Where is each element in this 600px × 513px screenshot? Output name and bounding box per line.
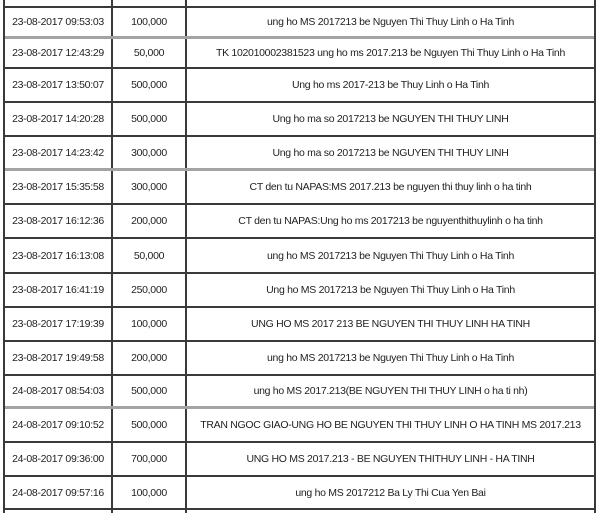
transaction-row: 23-08-2017 16:41:19 250,000 Ung ho MS 20… [5, 274, 594, 308]
transaction-description: Ung ho MS 2017213 be Nguyen Thi Thuy Lin… [266, 284, 515, 296]
transaction-amount: 100,000 [113, 477, 187, 508]
transactions-list: 23-08-2017 09:53:03 100,000 ung ho MS 20… [5, 8, 594, 510]
transaction-datetime: 23-08-2017 14:23:42 [5, 137, 113, 168]
transaction-row: 24-08-2017 09:10:52 500,000 TRAN NGOC GI… [5, 409, 594, 443]
transaction-datetime: 23-08-2017 12:43:29 [5, 39, 113, 67]
transaction-description: ung ho MS 2017213 be Nguyen Thi Thuy Lin… [267, 249, 514, 262]
transaction-amount: 200,000 [113, 205, 187, 237]
transaction-datetime: 23-08-2017 16:12:36 [5, 205, 113, 237]
transaction-description: Ung ho ma so 2017213 be NGUYEN THI THUY … [272, 146, 509, 159]
transaction-datetime: 24-08-2017 09:36:00 [5, 443, 113, 475]
transaction-description: Ung ho ma so 2017213 be NGUYEN THI THUY … [272, 113, 509, 125]
transaction-description: TK 102010002381523 ung ho ms 2017.213 be… [215, 47, 565, 59]
transaction-amount: 500,000 [113, 103, 187, 135]
transaction-description: TRAN NGOC GIAO-UNG HO BE NGUYEN THI THUY… [200, 419, 581, 431]
transaction-amount: 700,000 [113, 443, 187, 475]
transaction-description: CT den tu NAPAS:MS 2017.213 be nguyen th… [249, 181, 532, 193]
transaction-datetime: 23-08-2017 13:50:07 [5, 69, 113, 101]
transaction-description: ung ho MS 2017212 Ba Ly Thi Cua Yen Bai [295, 486, 486, 499]
transaction-description: ung ho MS 2017213 be Nguyen Thi Thuy Lin… [267, 352, 514, 364]
partial-cell [187, 0, 594, 6]
transaction-amount: 200,000 [113, 342, 187, 374]
transaction-amount: 500,000 [113, 376, 187, 406]
donation-transactions-table: 23-08-2017 09:53:03 100,000 ung ho MS 20… [3, 0, 596, 513]
transaction-row: 23-08-2017 14:23:42 300,000 Ung ho ma so… [5, 137, 594, 171]
transaction-datetime: 23-08-2017 09:53:03 [5, 8, 113, 36]
transaction-row: 23-08-2017 16:12:36 200,000 CT den tu NA… [5, 205, 594, 239]
transaction-row: 24-08-2017 09:57:16 100,000 ung ho MS 20… [5, 477, 594, 510]
transaction-description: ung ho MS 2017213 be Nguyen Thi Thuy Lin… [267, 16, 514, 28]
transaction-datetime: 24-08-2017 09:57:16 [5, 477, 113, 508]
transaction-description: UNG HO MS 2017 213 BE NGUYEN THI THUY LI… [251, 318, 530, 330]
transaction-row: 23-08-2017 13:50:07 500,000 Ung ho ms 20… [5, 69, 594, 103]
transaction-row: 23-08-2017 16:13:08 50,000 ung ho MS 201… [5, 239, 594, 274]
transaction-amount: 50,000 [113, 39, 187, 67]
transaction-datetime: 24-08-2017 09:10:52 [5, 409, 113, 441]
transaction-amount: 100,000 [113, 308, 187, 340]
transaction-amount: 500,000 [113, 409, 187, 441]
transaction-datetime: 23-08-2017 17:19:39 [5, 308, 113, 340]
transaction-description: CT den tu NAPAS:Ung ho ms 2017213 be ngu… [238, 215, 543, 227]
transaction-description: ung ho MS 2017.213(BE NGUYEN THI THUY LI… [253, 385, 528, 397]
transaction-row: 23-08-2017 15:35:58 300,000 CT den tu NA… [5, 171, 594, 205]
transaction-amount: 50,000 [113, 239, 187, 272]
transaction-amount: 500,000 [113, 69, 187, 101]
transaction-description: UNG HO MS 2017.213 - BE NGUYEN THITHUY L… [246, 453, 535, 465]
transaction-amount: 100,000 [113, 8, 187, 36]
transaction-description: Ung ho ms 2017-213 be Thuy Linh o Ha Tin… [291, 79, 490, 91]
transaction-datetime: 23-08-2017 15:35:58 [5, 171, 113, 203]
transaction-row: 23-08-2017 12:43:29 50,000 TK 1020100023… [5, 39, 594, 69]
transaction-amount: 300,000 [113, 171, 187, 203]
transaction-row: 24-08-2017 09:36:00 700,000 UNG HO MS 20… [5, 443, 594, 477]
transaction-amount: 250,000 [113, 274, 187, 306]
transaction-datetime: 24-08-2017 08:54:03 [5, 376, 113, 406]
partial-cell [113, 0, 187, 6]
transaction-row: 23-08-2017 09:53:03 100,000 ung ho MS 20… [5, 8, 594, 39]
transaction-row: 24-08-2017 08:54:03 500,000 ung ho MS 20… [5, 376, 594, 409]
transaction-datetime: 23-08-2017 16:41:19 [5, 274, 113, 306]
transaction-row: 23-08-2017 17:19:39 100,000 UNG HO MS 20… [5, 308, 594, 342]
partial-row-top [5, 0, 594, 8]
partial-cell [5, 0, 113, 6]
transaction-row: 23-08-2017 14:20:28 500,000 Ung ho ma so… [5, 103, 594, 137]
transaction-row: 23-08-2017 19:49:58 200,000 ung ho MS 20… [5, 342, 594, 376]
transaction-datetime: 23-08-2017 14:20:28 [5, 103, 113, 135]
transaction-amount: 300,000 [113, 137, 187, 168]
transaction-datetime: 23-08-2017 16:13:08 [5, 239, 113, 272]
transaction-datetime: 23-08-2017 19:49:58 [5, 342, 113, 374]
